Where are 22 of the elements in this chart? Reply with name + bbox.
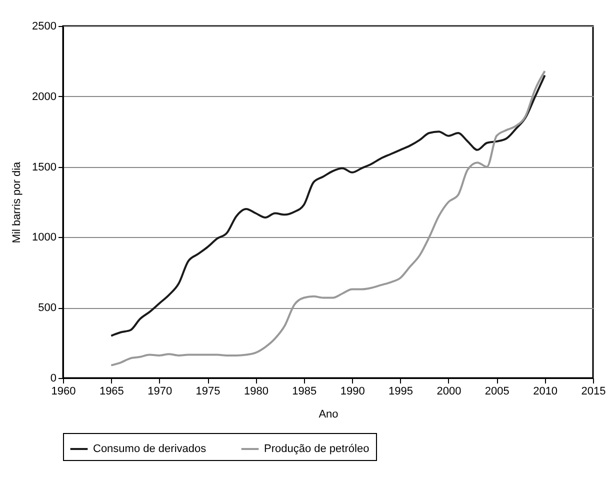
legend-label: Consumo de derivados — [93, 443, 207, 455]
x-tick-label: 2015 — [581, 386, 606, 398]
y-tick-label: 1000 — [32, 232, 56, 244]
x-tick-label: 1970 — [148, 386, 172, 398]
y-tick-label: 1500 — [32, 161, 56, 174]
x-tick-label: 1965 — [99, 386, 124, 398]
y-tick-label: 0 — [50, 372, 56, 384]
y-tick-label: 2500 — [32, 20, 56, 32]
y-tick-label: 2000 — [32, 90, 56, 103]
legend-label: Produção de petróleo — [264, 443, 370, 455]
x-tick-label: 2000 — [436, 386, 462, 398]
x-tick-label: 1990 — [340, 386, 365, 398]
x-tick-label: 1960 — [51, 386, 76, 398]
y-axis-title: Mil barris por dia — [11, 160, 24, 244]
x-tick-label: 1975 — [196, 386, 220, 398]
y-tick-label: 500 — [38, 302, 56, 314]
x-tick-label: 1985 — [292, 386, 317, 398]
x-axis-title: Ano — [318, 408, 338, 420]
x-tick-label: 2005 — [484, 386, 510, 398]
x-tick-label: 1980 — [244, 386, 268, 398]
x-tick-label: 2010 — [533, 386, 558, 398]
x-tick-label: 1995 — [388, 386, 414, 398]
